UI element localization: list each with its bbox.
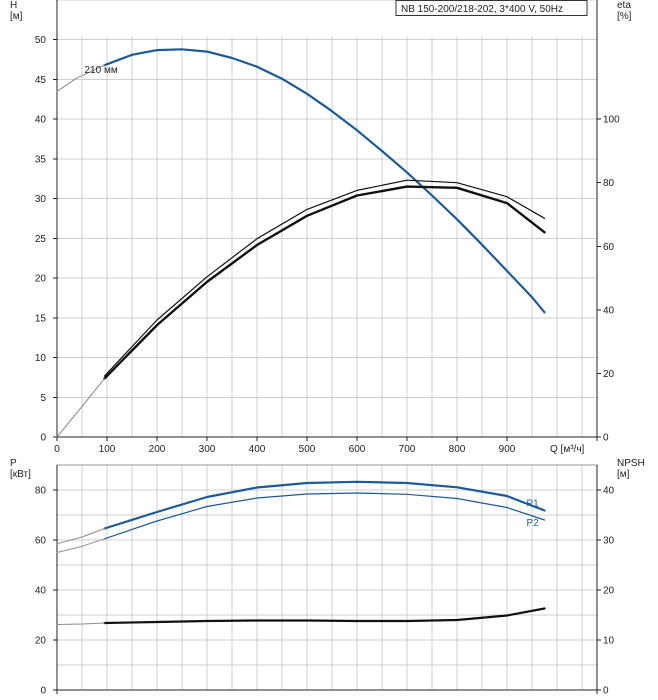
left-tick-label: 5 [40, 393, 46, 404]
left-tick-label: 0 [40, 433, 46, 444]
series-line-1-3 [103, 179, 546, 377]
x-tick-label: 900 [499, 444, 516, 455]
right-tick-label: 40 [603, 486, 615, 497]
series-line-1-5 [56, 378, 105, 438]
series-label-p2: P2 [527, 518, 540, 529]
x-tick-label: 100 [99, 444, 116, 455]
series-line-2-2 [103, 492, 546, 540]
series-line-2-6 [56, 622, 105, 625]
left-tick-label: 50 [35, 35, 47, 46]
x-tick-label: 200 [149, 444, 166, 455]
series-line-1-1 [103, 48, 546, 314]
right-tick-label: 0 [603, 686, 609, 697]
right-tick-label: 20 [603, 369, 615, 380]
right-tick-label: 10 [603, 636, 615, 647]
left-tick-label: 20 [35, 636, 47, 647]
x-tick-label: 500 [299, 444, 316, 455]
impeller-diameter-annotation: 210 мм [85, 65, 118, 76]
right-tick-label: 30 [603, 536, 615, 547]
x-tick-label: 600 [349, 444, 366, 455]
right-axis-label: NPSH [м] [617, 458, 645, 480]
right-axis-label: eta [%] [617, 0, 632, 22]
right-tick-label: 0 [603, 433, 609, 444]
left-tick-label: 10 [35, 353, 47, 364]
chart-title: NB 150-200/218-202, 3*400 V, 50Hz [401, 4, 563, 15]
title-box [395, 0, 588, 16]
right-tick-label: 40 [603, 305, 615, 316]
series-line-2-1 [103, 480, 546, 530]
left-axis-label: H [м] [10, 0, 23, 22]
x-tick-label: 300 [199, 444, 216, 455]
series-line-1-4 [103, 185, 546, 380]
left-tick-label: 35 [35, 154, 47, 165]
x-axis-label: Q [м³/ч] [550, 444, 585, 455]
right-tick-label: 100 [603, 115, 620, 126]
right-tick-label: 80 [603, 178, 615, 189]
left-tick-label: 45 [35, 75, 47, 86]
right-tick-label: 60 [603, 242, 615, 253]
right-tick-label: 20 [603, 586, 615, 597]
series-label-p1: P1 [527, 499, 540, 510]
series-line-2-3 [56, 538, 105, 553]
left-tick-label: 40 [35, 115, 47, 126]
left-tick-label: 20 [35, 274, 47, 285]
series-line-2-4 [56, 528, 105, 545]
series-line-2-5 [103, 607, 546, 625]
x-tick-label: 0 [54, 444, 60, 455]
left-tick-label: 0 [40, 686, 46, 697]
x-tick-label: 400 [249, 444, 266, 455]
left-tick-label: 60 [35, 536, 47, 547]
series-line-1-2 [56, 64, 105, 92]
left-tick-label: 80 [35, 486, 47, 497]
left-tick-label: 15 [35, 313, 47, 324]
left-tick-label: 25 [35, 234, 47, 245]
x-tick-label: 700 [399, 444, 416, 455]
left-tick-label: 40 [35, 586, 47, 597]
left-tick-label: 30 [35, 194, 47, 205]
left-axis-label: P [кВт] [10, 458, 31, 480]
x-tick-label: 800 [449, 444, 466, 455]
panel-2: 0 20 40 60 80 0 10 20 30 40 P1 P2 [35, 464, 615, 697]
